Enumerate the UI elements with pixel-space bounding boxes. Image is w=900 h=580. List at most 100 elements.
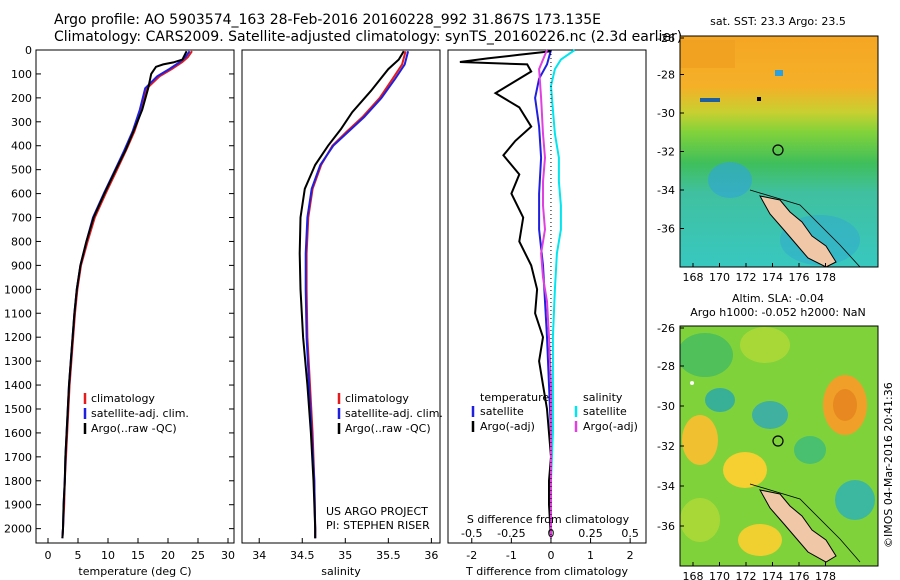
y-tick-label: 500 [11, 164, 32, 177]
x-tick-label: 10 [101, 549, 115, 562]
map-x-tick-label: 178 [815, 271, 836, 284]
legend-label: satellite [480, 405, 524, 418]
x-tick-label: 1 [587, 549, 594, 562]
argo-float-marker-sla [772, 435, 784, 447]
s-diff-tick-label: 0 [547, 527, 554, 540]
y-tick-label: 2000 [4, 523, 32, 536]
map-y-tick-label: -34 [657, 184, 675, 197]
legend-label: Argo(-adj) [480, 420, 535, 433]
y-tick-label: 100 [11, 68, 32, 81]
s-diff-tick-label: 0.5 [621, 527, 639, 540]
map-x-tick-label: 178 [815, 570, 836, 580]
y-tick-label: 600 [11, 188, 32, 201]
argo-float-marker-sst [772, 144, 784, 156]
x-tick-label: 2 [627, 549, 634, 562]
y-tick-label: 900 [11, 259, 32, 272]
y-tick-label: 1900 [4, 499, 32, 512]
sst-map-title: sat. SST: 23.3 Argo: 23.5 [710, 15, 846, 28]
x-tick-label: 0 [45, 549, 52, 562]
map-y-tick-label: -34 [657, 480, 675, 493]
y-tick-label: 1700 [4, 451, 32, 464]
series-line-argo-adj- [538, 49, 552, 539]
map-x-tick-label: 176 [789, 570, 810, 580]
legend-label: satellite [583, 405, 627, 418]
legend-label: satellite-adj. clim. [91, 407, 189, 420]
x-tick-label: 35 [338, 549, 352, 562]
map-x-tick-label: 176 [789, 271, 810, 284]
legend-label: Argo(..raw -QC) [345, 422, 431, 435]
y-tick-label: 1500 [4, 403, 32, 416]
chart-title-line1: Argo profile: AO 5903574_163 28-Feb-2016… [54, 12, 601, 28]
map-x-tick-label: 170 [709, 570, 730, 580]
legend-label: Argo(..raw -QC) [91, 422, 177, 435]
legend-label: satellite-adj. clim. [345, 407, 443, 420]
x-tick-label: 0 [547, 549, 554, 562]
map-y-tick-label: -30 [657, 107, 675, 120]
chart-title-line2: Climatology: CARS2009. Satellite-adjuste… [54, 29, 683, 45]
legend-label: Argo(-adj) [583, 420, 638, 433]
map-y-tick-label: -36 [657, 520, 675, 533]
series-line-argo-adj- [459, 50, 553, 539]
y-tick-label: 1400 [4, 379, 32, 392]
series-line-argo-raw-qc- [298, 50, 405, 539]
map-y-tick-label: -36 [657, 223, 675, 236]
y-tick-label: 300 [11, 116, 32, 129]
map-x-tick-label: 170 [709, 271, 730, 284]
y-tick-label: 1000 [4, 283, 32, 296]
x-axis-label: T difference from climatology [465, 565, 628, 578]
sla-map-title-line1: Altim. SLA: -0.04 [732, 292, 824, 305]
x-tick-label: -1 [506, 549, 517, 562]
x-tick-label: 36 [424, 549, 438, 562]
map-x-tick-label: 172 [736, 570, 757, 580]
sla-map-title-line2: Argo h1000: -0.052 h2000: NaN [690, 306, 866, 319]
legend-header-temperature: temperature [480, 391, 549, 404]
x-tick-label: 25 [191, 549, 205, 562]
legend-header-salinity: salinity [583, 391, 623, 404]
x-tick-label: 35.5 [376, 549, 401, 562]
y-tick-label: 700 [11, 212, 32, 225]
s-diff-axis-label: S difference from climatology [467, 513, 630, 526]
y-tick-label: 1100 [4, 307, 32, 320]
s-diff-tick-label: -0.25 [497, 527, 525, 540]
x-tick-label: 5 [75, 549, 82, 562]
x-tick-label: 34 [252, 549, 266, 562]
y-tick-label: 1600 [4, 427, 32, 440]
map-y-tick-label: -28 [657, 69, 675, 82]
y-tick-label: 200 [11, 92, 32, 105]
y-tick-label: 1300 [4, 355, 32, 368]
series-line-argo-raw-qc- [61, 50, 188, 539]
x-axis-label: salinity [321, 565, 361, 578]
x-tick-label: 34.5 [290, 549, 315, 562]
map-x-tick-label: 168 [683, 271, 704, 284]
map-x-tick-label: 172 [736, 271, 757, 284]
map-x-tick-label: 174 [762, 271, 783, 284]
map-x-tick-label: 174 [762, 570, 783, 580]
series-line-satellite [549, 49, 576, 539]
difference-plot: T difference from climatology -2 -1 0 1 2 -0.5… [459, 49, 639, 578]
y-tick-label: 400 [11, 140, 32, 153]
s-diff-tick-label: 0.25 [578, 527, 603, 540]
x-axis-label: temperature (deg C) [78, 565, 191, 578]
map-y-tick-label: -32 [657, 440, 675, 453]
map-y-tick-label: -28 [657, 360, 675, 373]
imos-stamp: ©IMOS 04-Mar-2016 20:41:36 [882, 382, 895, 548]
credit-pi: PI: STEPHEN RISER [326, 519, 430, 532]
y-tick-label: 800 [11, 235, 32, 248]
salinity-plot-frame [241, 49, 441, 544]
map-y-tick-label: -32 [657, 146, 675, 159]
map-x-tick-label: 168 [683, 570, 704, 580]
y-tick-label: 0 [25, 44, 32, 57]
s-diff-tick-label: -0.5 [461, 527, 482, 540]
credit-project: US ARGO PROJECT [326, 505, 428, 518]
map-y-tick-label: -26 [657, 32, 675, 45]
map-y-tick-label: -26 [657, 322, 675, 335]
x-tick-label: 20 [161, 549, 175, 562]
salinity-plot: 34 34.5 35 35.5 36 salinity climatology satelli… [252, 50, 443, 578]
sst-map [680, 36, 878, 267]
x-tick-label: -2 [466, 549, 477, 562]
legend-label: climatology [345, 392, 409, 405]
map-y-tick-label: -30 [657, 400, 675, 413]
y-tick-label: 1200 [4, 331, 32, 344]
map-ticks: -26 -28 -30 -32 -34 -36 168 170 172 174 176 178 -26 -… [657, 32, 836, 580]
